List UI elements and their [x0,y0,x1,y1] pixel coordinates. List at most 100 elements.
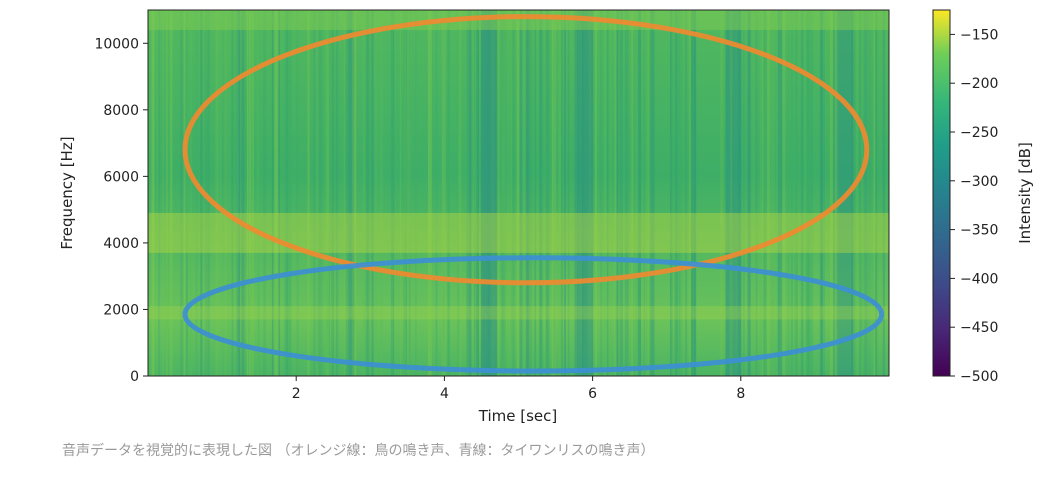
texture-streak [763,10,765,376]
texture-streak [693,10,697,376]
texture-streak [151,10,155,376]
texture-streak [872,10,876,376]
x-tick-label: 2 [292,386,301,402]
texture-streak [689,10,691,376]
texture-streak [755,10,758,376]
texture-streak [313,10,316,376]
texture-streak [674,10,678,376]
texture-streak [776,10,780,376]
texture-streak [263,10,266,376]
texture-streak [148,10,151,376]
texture-streak [319,10,322,376]
texture-streak [861,10,863,376]
texture-streak [208,10,210,376]
texture-streak [553,10,556,376]
texture-streak [734,10,736,376]
texture-streak [620,10,623,376]
texture-streak [468,10,472,376]
texture-streak [760,10,764,376]
texture-streak [545,10,550,376]
texture-streak [742,10,745,376]
texture-streak [820,10,823,376]
texture-streak [800,10,804,376]
texture-streak [365,10,367,376]
texture-streak [256,10,260,376]
texture-streak [510,10,513,376]
texture-streak [242,10,246,376]
texture-streak [875,10,878,376]
texture-streak [610,10,612,376]
texture-streak [186,10,189,376]
texture-streak [551,10,556,376]
texture-streak [794,10,798,376]
texture-streak [834,10,839,376]
texture-streak [873,10,875,376]
texture-streak [574,10,578,376]
texture-streak [778,10,782,376]
texture-streak [335,10,339,376]
texture-streak [371,10,374,376]
texture-streak [685,10,688,376]
y-tick-label: 0 [130,369,139,385]
texture-streak [645,10,648,376]
texture-streak [219,10,222,376]
texture-streak [873,10,876,376]
colorbar-tick-label: −250 [960,125,998,141]
texture-streak [274,10,278,376]
texture-streak [691,10,693,376]
texture-streak [408,10,411,376]
texture-streak [156,10,159,376]
texture-streak [473,10,477,376]
spectrogram-area [148,10,889,376]
texture-streak [810,10,814,376]
texture-streak [390,10,394,376]
texture-streak [355,10,357,376]
texture-streak [474,10,476,376]
texture-streak [730,10,733,376]
texture-streak [865,10,870,376]
texture-streak [166,10,169,376]
colorbar-tick-label: −150 [960,27,998,43]
texture-streak [215,10,219,376]
texture-streak [679,10,683,376]
annotation-layer [182,14,885,374]
texture-streak [350,10,354,376]
texture-streak [859,10,862,376]
y-tick-label: 4000 [103,236,139,252]
x-tick-label: 6 [588,386,597,402]
texture-streak [806,10,809,376]
x-tick-label: 4 [440,386,449,402]
y-tick-label: 6000 [103,169,139,185]
spectrogram-texture [148,10,889,376]
texture-streak [274,10,279,376]
texture-streak [271,10,273,376]
texture-streak [307,10,310,376]
colorbar-ticks: −150 −200 −250 −300 −350 −400 −450 −500 [950,27,998,385]
texture-streak [726,10,730,376]
texture-streak [635,10,639,376]
texture-streak [251,10,254,376]
texture-streak [851,10,853,376]
texture-streak [415,10,417,376]
texture-streak [635,10,637,376]
texture-streak [607,10,609,376]
texture-streak [466,10,468,376]
texture-streak [284,10,288,376]
colorbar-tick-label: −400 [960,271,998,287]
texture-streak [366,10,371,376]
texture-streak [343,10,346,376]
texture-streak [643,10,645,376]
texture-streak [393,10,395,376]
texture-streak [637,10,641,376]
texture-streak [502,10,506,376]
texture-streak [190,10,192,376]
texture-band [480,10,497,376]
texture-streak [808,10,811,376]
texture-streak [458,10,460,376]
texture-streak [567,10,570,376]
texture-streak [670,10,672,376]
texture-streak [274,10,278,376]
texture-streak [158,10,160,376]
texture-streak [448,10,450,376]
orange-ellipse [182,14,870,286]
